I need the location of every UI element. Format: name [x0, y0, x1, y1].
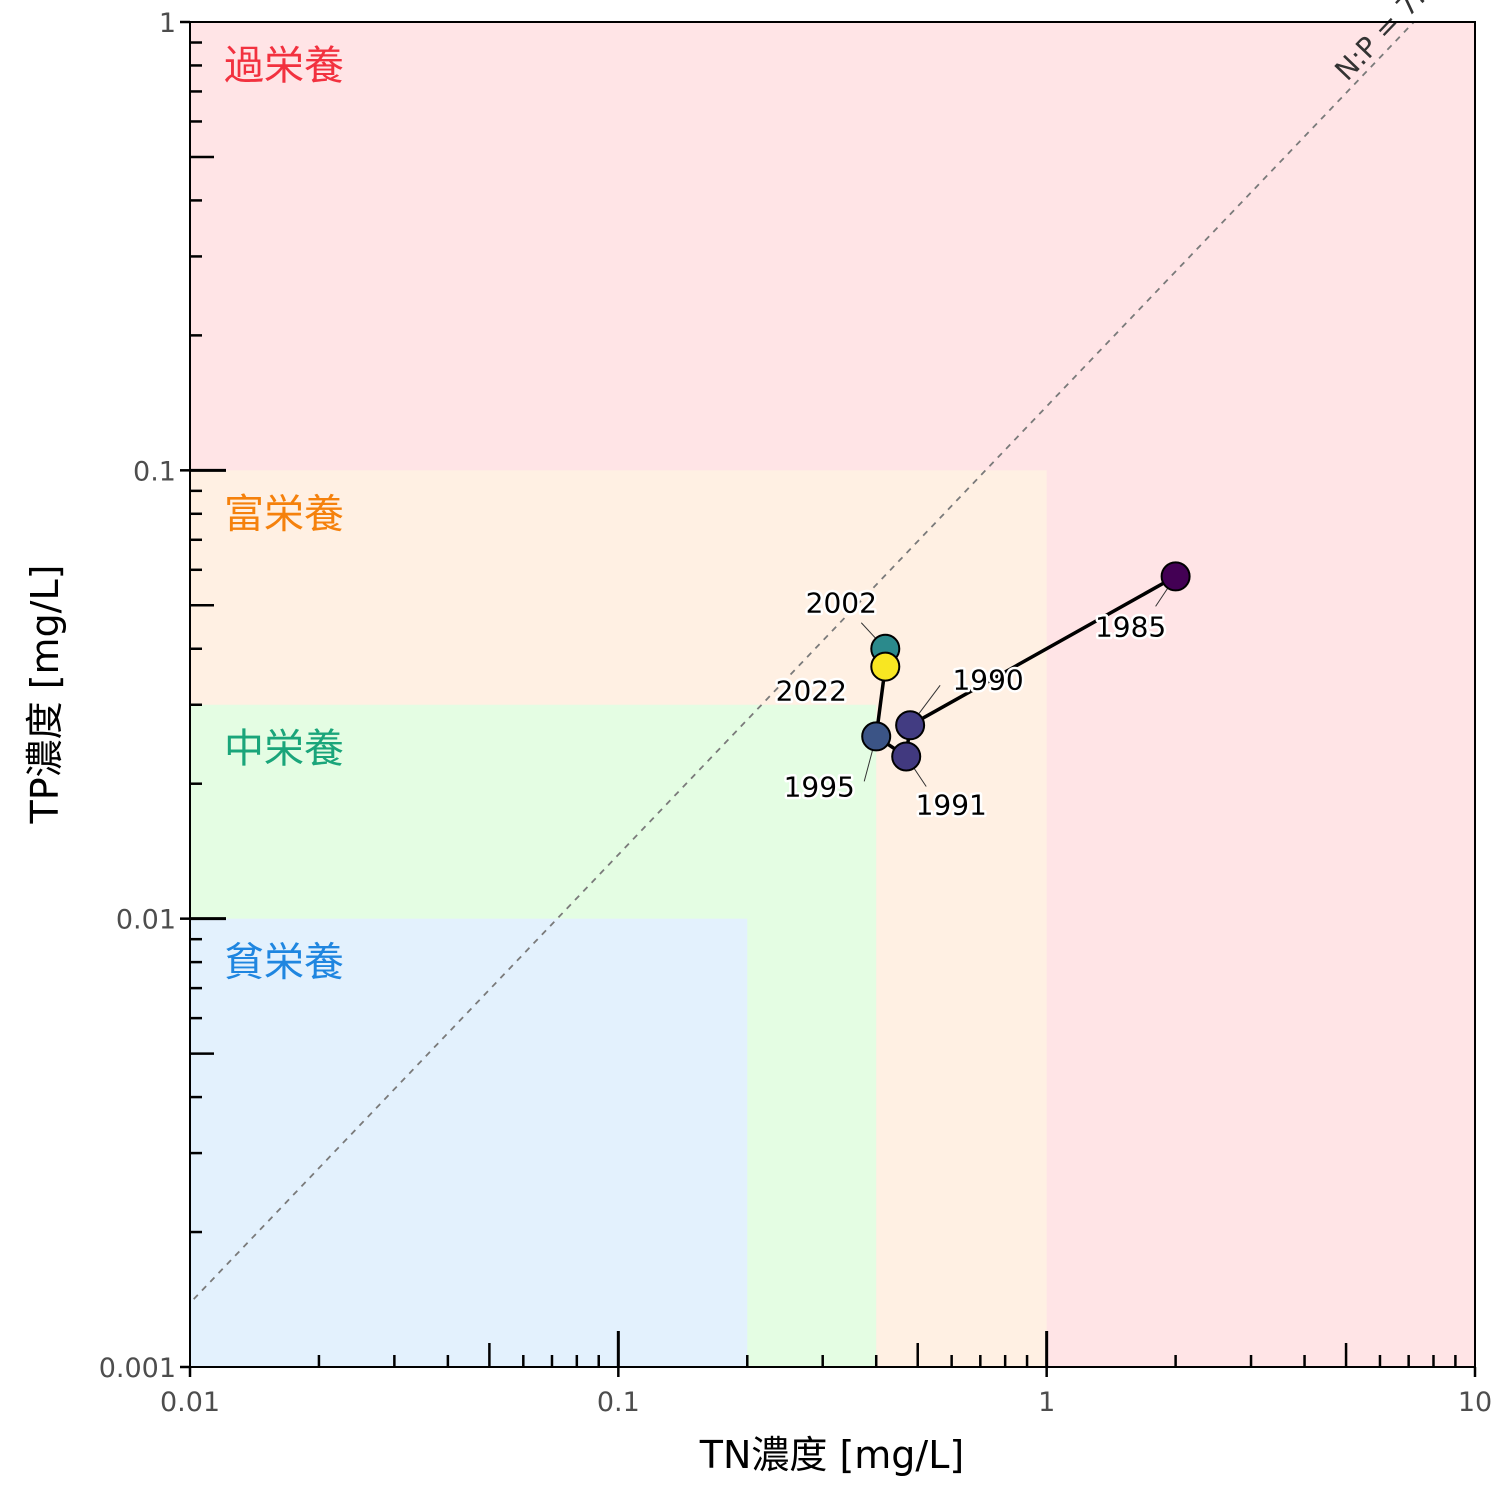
y-tick-label-1: 1: [159, 8, 176, 39]
point-1985: [1160, 561, 1191, 592]
y-tick-label-0-01: 0.01: [116, 905, 176, 936]
reference-line-group: [190, 22, 1416, 1305]
y-axis: 0.001 0.01 0.1 1: [99, 8, 226, 1384]
x-tick-label-10: 10: [1458, 1387, 1492, 1418]
zone-3-label: 中栄養: [224, 726, 344, 772]
y-tick-label-0-1: 0.1: [133, 456, 176, 487]
plot-frame: [189, 21, 1476, 1368]
zone-4-area: [190, 918, 748, 1367]
point-labels: 1985 1990 1991 1995 2002 2022: [773, 584, 1169, 824]
y-axis-title: TP濃度 [mg/L]: [23, 565, 67, 825]
point-label-1990: 1990: [952, 663, 1023, 696]
np-ratio-line: [190, 22, 1416, 1305]
zone-4-label: 貧栄養: [224, 940, 344, 986]
point-label-1991: 1991: [916, 788, 987, 821]
x-tick-label-0-1: 0.1: [597, 1387, 640, 1418]
x-axis: 0.01 0.1 1 10: [160, 1331, 1492, 1418]
point-1990: [895, 710, 926, 741]
point-label-2022: 2022: [776, 675, 847, 708]
y-tick-label-0-001: 0.001: [99, 1353, 176, 1384]
point-label-1995: 1995: [784, 770, 855, 803]
x-tick-label-0-01: 0.01: [160, 1387, 220, 1418]
zone-2-label: 富栄養: [224, 491, 344, 537]
point-2022: [870, 651, 901, 682]
zone-1-label: 過栄養: [224, 43, 344, 89]
point-1995: [861, 721, 892, 752]
trophic-zones: [190, 22, 1475, 1367]
x-axis-title: TN濃度 [mg/L]: [699, 1433, 964, 1477]
x-tick-label-1: 1: [1038, 1387, 1055, 1418]
point-label-2002: 2002: [806, 587, 877, 620]
point-1991: [891, 741, 922, 772]
point-label-1985: 1985: [1095, 610, 1166, 643]
data-points: [861, 561, 1191, 772]
